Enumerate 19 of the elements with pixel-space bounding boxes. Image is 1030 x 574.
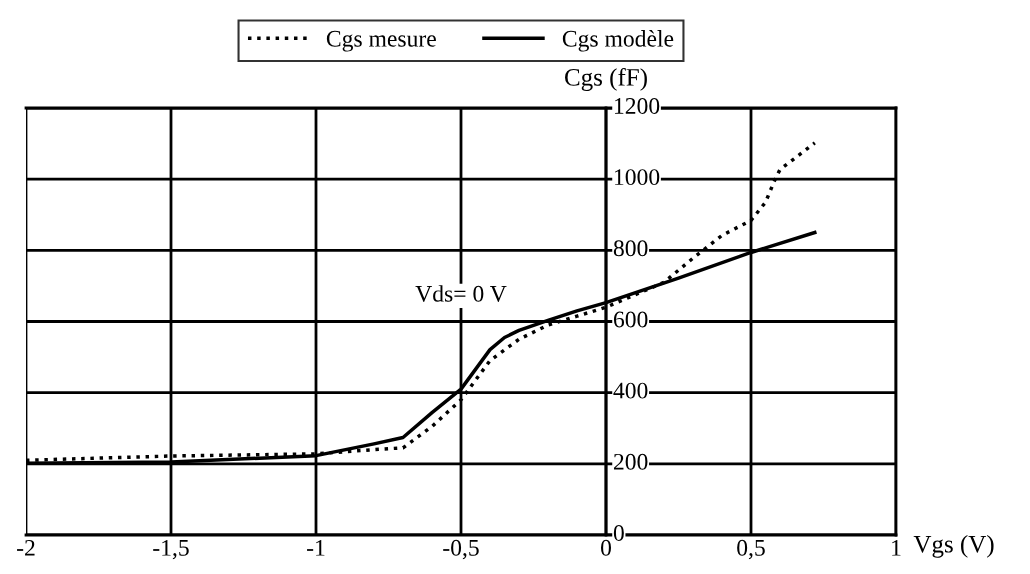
legend-label: Cgs modèle bbox=[562, 30, 674, 52]
legend-label: Cgs mesure bbox=[326, 30, 436, 52]
annotation: Vds= 0 V bbox=[415, 285, 507, 302]
y-tick-label: 200 bbox=[613, 453, 648, 470]
y-tick-label: 1000 bbox=[615, 169, 660, 186]
y-tick-label: 1200 bbox=[615, 97, 660, 114]
x-tick-label: -1,5 bbox=[153, 539, 189, 560]
x-tick-label: -0,5 bbox=[443, 539, 479, 560]
x-tick-label: 0 bbox=[601, 539, 611, 556]
y-tick-label: 0 bbox=[613, 524, 624, 541]
y-axis-title: Cgs (fF) bbox=[565, 67, 647, 91]
x-tick-label: 0,5 bbox=[737, 539, 765, 560]
x-tick-label: -2 bbox=[17, 539, 35, 556]
x-tick-label: -1 bbox=[307, 539, 325, 556]
y-tick-label: 800 bbox=[613, 240, 648, 257]
x-axis-title: Vgs (V) bbox=[913, 535, 994, 558]
x-tick-label: 1 bbox=[892, 539, 901, 556]
y-tick-label: 600 bbox=[613, 311, 648, 328]
y-tick-label: 400 bbox=[613, 382, 648, 399]
